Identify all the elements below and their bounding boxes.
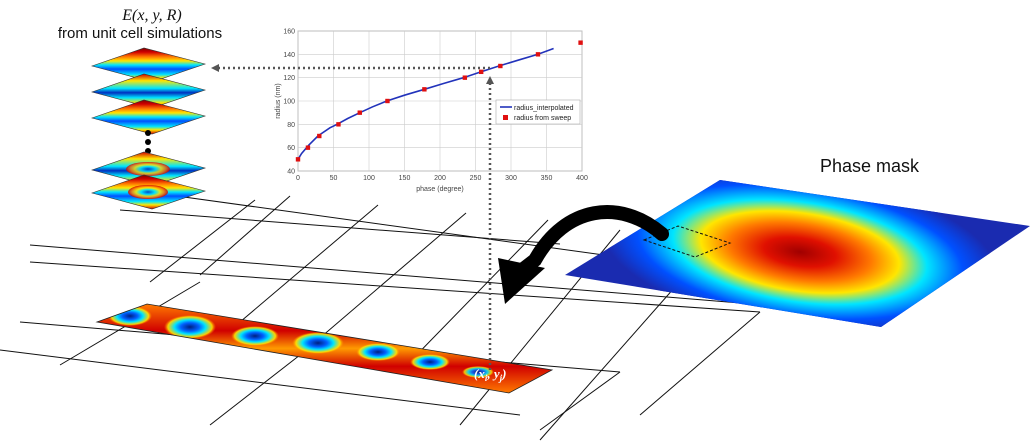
sweep-point <box>305 145 311 150</box>
y-tick-label: 140 <box>283 52 295 59</box>
selected-region-outline <box>642 225 732 258</box>
x-tick-label: 100 <box>363 175 375 182</box>
x-tick-label: 150 <box>399 175 411 182</box>
sweep-point <box>578 40 583 45</box>
y-tick-label: 100 <box>283 99 295 106</box>
x-tick-labels: 0 50 100 150 200 250 300 350 400 <box>296 175 588 182</box>
x-tick-label: 350 <box>541 175 553 182</box>
y-axis-label: radius (nm) <box>275 83 282 118</box>
mapping-arrow <box>498 205 669 304</box>
unit-cell-plane <box>90 99 207 135</box>
source-note-label: from unit cell simulations <box>58 25 222 42</box>
unit-cell-plane <box>90 73 207 109</box>
sweep-point <box>422 87 427 92</box>
field-band <box>97 304 552 393</box>
unit-cell-stack <box>90 47 207 210</box>
sweep-point <box>357 110 362 115</box>
sweep-point <box>317 133 322 139</box>
sweep-point <box>462 75 468 80</box>
series-points-radius-from-sweep <box>295 40 583 162</box>
x-axis-label: phase (degree) <box>416 186 463 193</box>
sweep-point <box>385 98 390 104</box>
ellipsis-dot <box>145 130 151 136</box>
x-tick-label: 200 <box>434 175 446 182</box>
x-tick-label: 0 <box>296 175 300 182</box>
phase-mask-plane <box>565 180 1030 327</box>
legend-swatch-point <box>503 115 508 120</box>
x-tick-label: 50 <box>330 175 338 182</box>
y-tick-label: 160 <box>283 29 295 36</box>
sweep-point <box>336 122 341 127</box>
legend-entry-sweep: radius from sweep <box>514 115 571 122</box>
field-function-label: E(x, y, R) <box>121 7 182 24</box>
unit-cell-plane <box>90 47 207 83</box>
x-tick-label: 400 <box>576 175 588 182</box>
sweep-point <box>478 69 484 75</box>
phase-mask-label: Phase mask <box>820 156 920 176</box>
y-tick-label: 40 <box>287 169 295 176</box>
sweep-point <box>535 52 541 57</box>
y-tick-label: 120 <box>283 75 295 82</box>
sweep-point <box>498 63 503 69</box>
y-tick-label: 80 <box>287 122 295 129</box>
y-tick-labels: 40 60 80 100 120 140 160 <box>283 29 295 176</box>
radius-phase-chart: 0 50 100 150 200 250 300 350 400 40 60 80 100 120 140… <box>275 29 588 194</box>
unit-cell-plane <box>90 174 207 210</box>
x-tick-label: 250 <box>470 175 482 182</box>
lookup-arrows <box>211 64 494 370</box>
y-tick-label: 60 <box>287 145 295 152</box>
sweep-point <box>295 157 301 162</box>
chart-legend: radius_interpolated radius from sweep <box>495 99 581 125</box>
legend-entry-interpolated: radius_interpolated <box>514 105 574 112</box>
x-tick-label: 300 <box>505 175 517 182</box>
ellipsis-dot <box>145 139 151 145</box>
